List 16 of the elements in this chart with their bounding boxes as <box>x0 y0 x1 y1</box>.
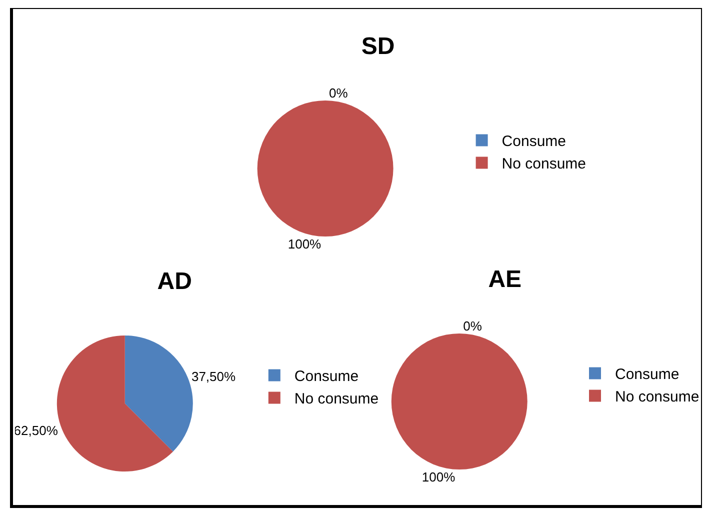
data-label: 100% <box>288 236 322 252</box>
chart-title: AD <box>157 268 192 295</box>
text: 0% <box>329 86 348 100</box>
legend-label: Consume <box>502 133 566 150</box>
pie-slice <box>124 336 193 452</box>
data-label: 37,50% <box>191 368 236 384</box>
chart-title: SD <box>361 32 395 60</box>
legend-label: Consume <box>294 368 359 386</box>
legend-label: No consume <box>615 388 700 406</box>
legend-label: Consume <box>615 366 680 384</box>
text: 0% <box>463 318 482 334</box>
pie-slice <box>56 336 173 472</box>
legend-label: No consume <box>294 390 379 408</box>
legend-label: No consume <box>502 156 586 173</box>
data-label: 100% <box>422 470 456 484</box>
chart-title: AE <box>488 266 522 293</box>
